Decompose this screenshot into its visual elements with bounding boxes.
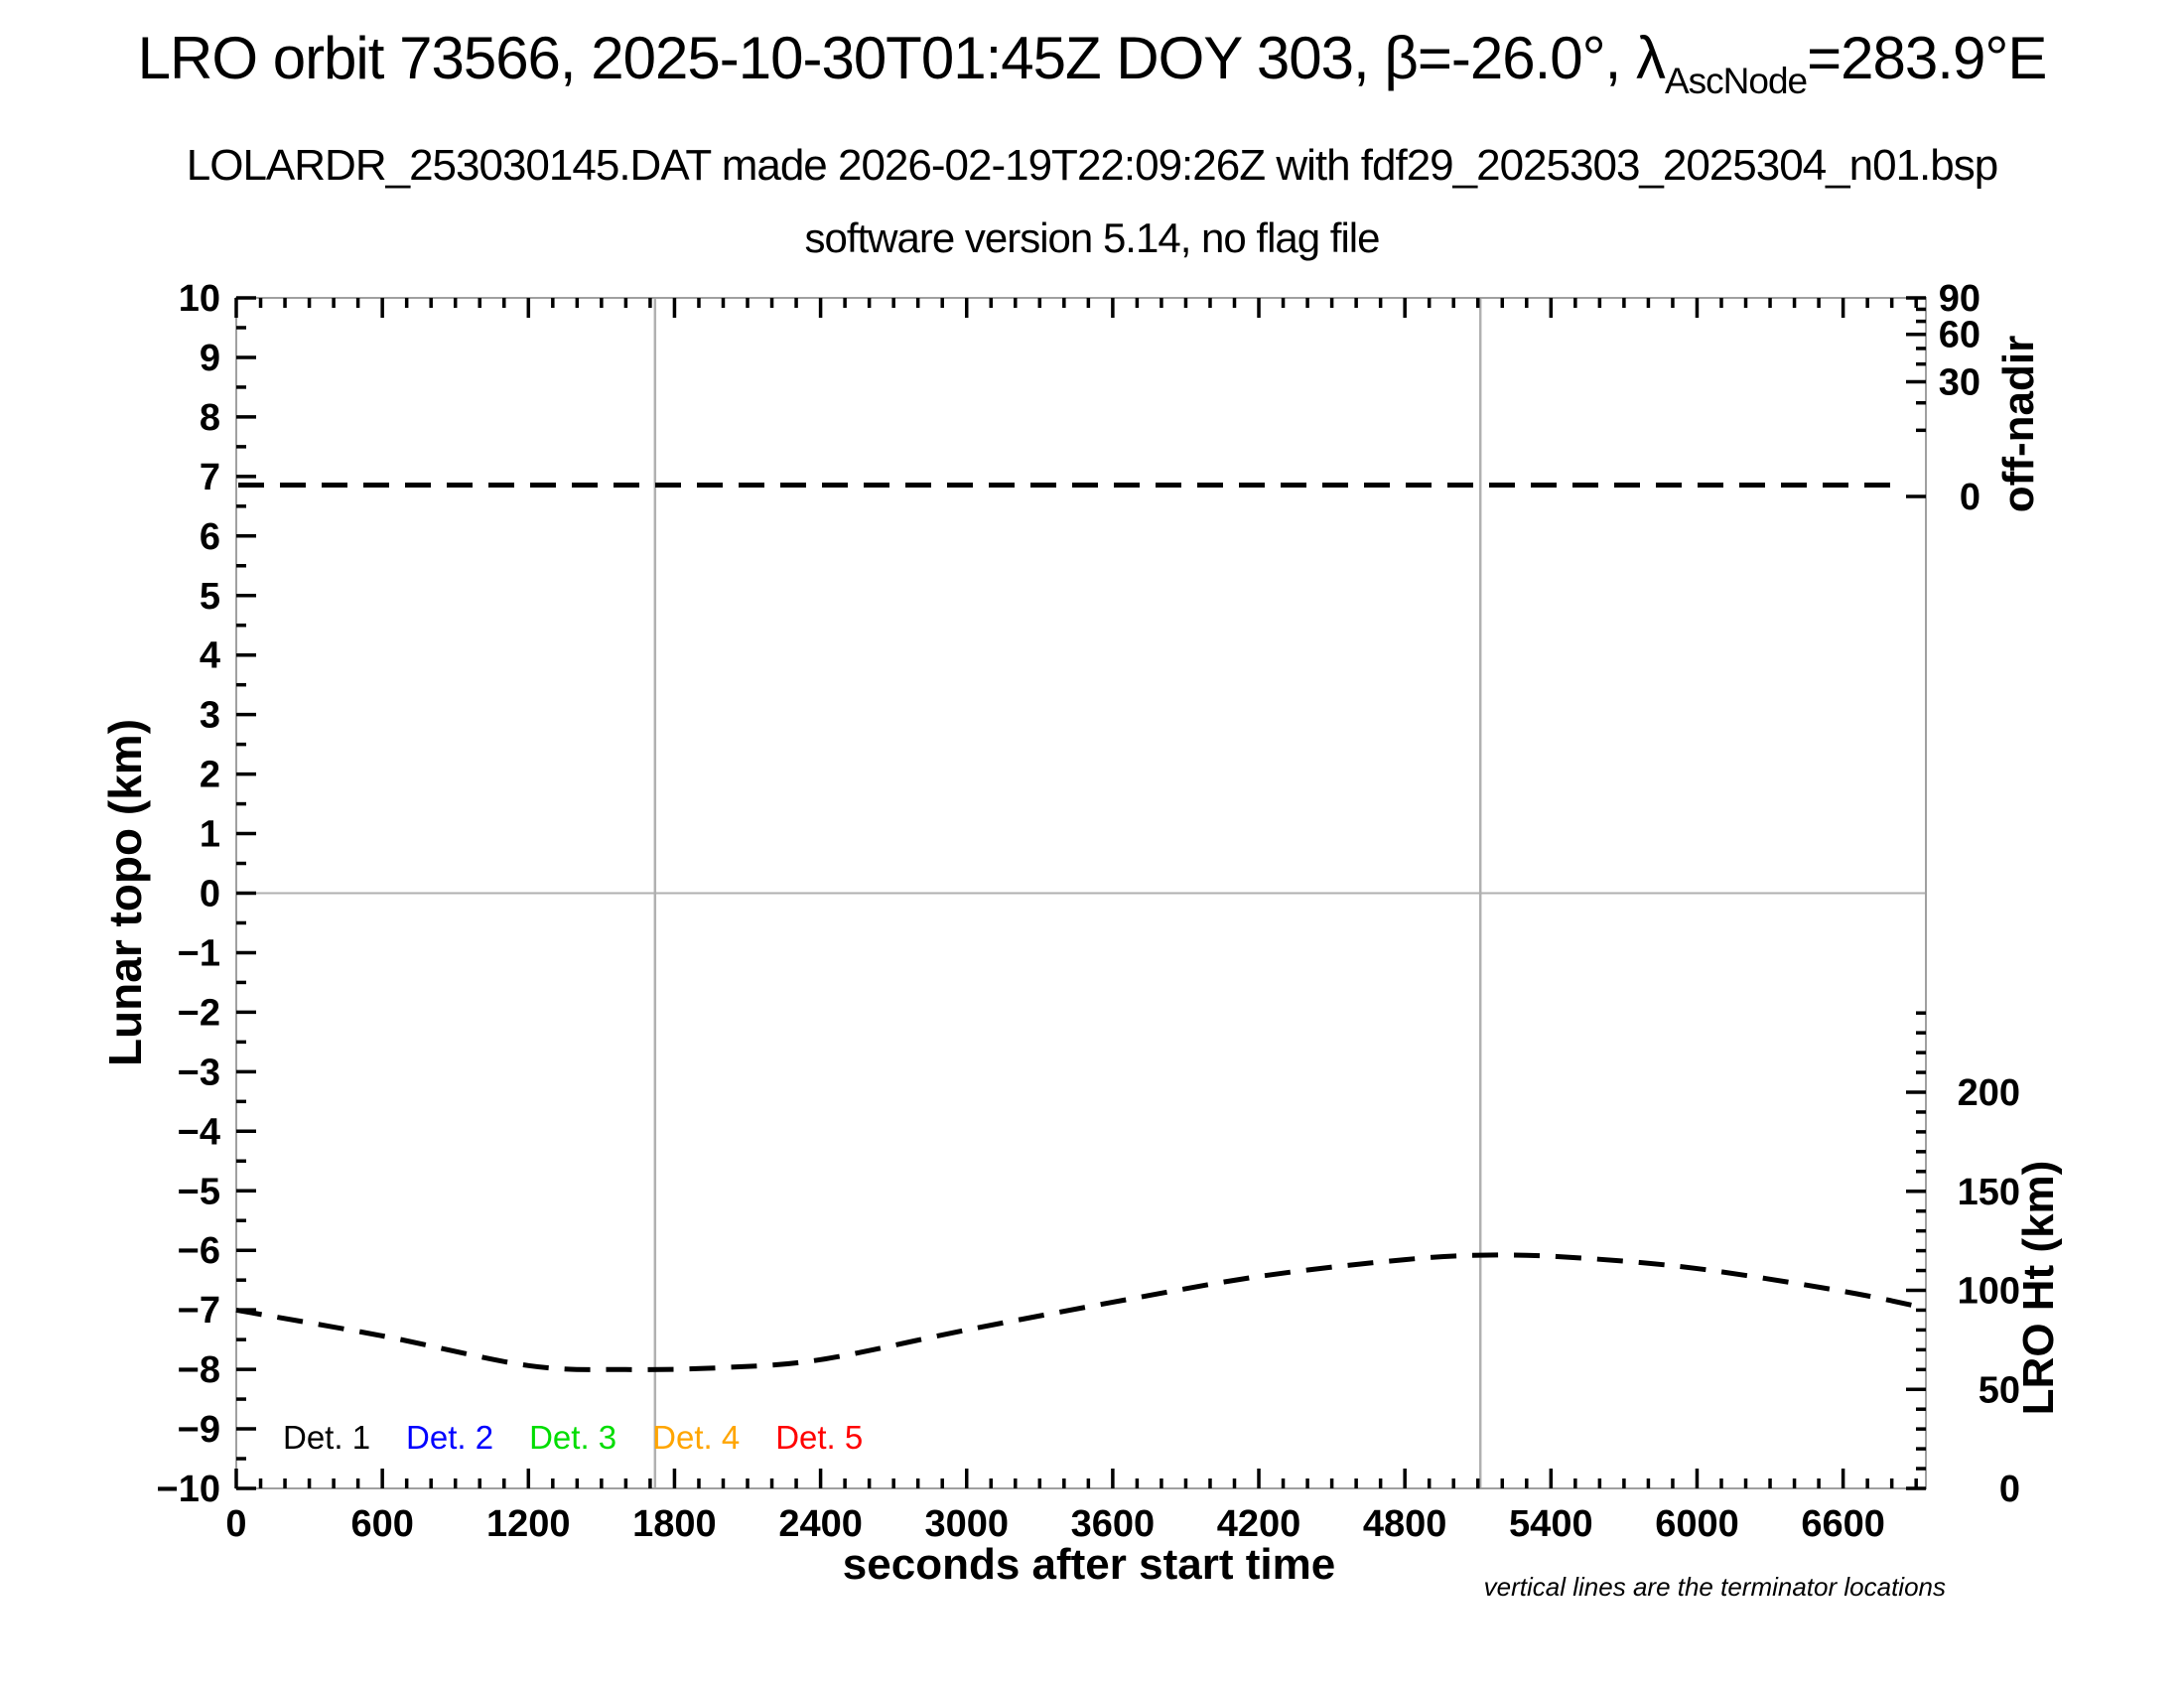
- height-labels: 200 150 100 50 0: [1958, 1072, 2020, 1510]
- x-axis-ticks-bottom: [234, 1469, 1918, 1488]
- lro-height-series: [235, 1252, 1927, 1372]
- svg-text:50: 50: [1979, 1369, 2020, 1411]
- svg-text:−7: −7: [178, 1290, 220, 1332]
- svg-text:−1: −1: [178, 932, 220, 974]
- svg-text:150: 150: [1958, 1172, 2020, 1213]
- svg-text:3: 3: [200, 695, 220, 737]
- svg-text:−4: −4: [178, 1111, 220, 1153]
- x-axis-title: seconds after start time: [842, 1540, 1336, 1589]
- legend-item-det-5: Det. 5: [775, 1419, 864, 1456]
- y-axis-ticks-right-height: [1906, 1011, 1926, 1490]
- svg-text:4800: 4800: [1363, 1503, 1447, 1545]
- svg-text:5: 5: [200, 576, 220, 618]
- svg-text:−6: −6: [178, 1230, 220, 1272]
- svg-text:−9: −9: [178, 1409, 220, 1451]
- svg-text:100: 100: [1958, 1271, 2020, 1313]
- svg-text:5400: 5400: [1509, 1503, 1593, 1545]
- terminator-note: vertical lines are the terminator locati…: [1483, 1572, 1946, 1602]
- y-axis-ticks-right-offnadir: [1906, 296, 1926, 498]
- svg-text:60: 60: [1939, 315, 1980, 356]
- svg-text:0: 0: [1960, 477, 1980, 518]
- svg-text:0: 0: [225, 1503, 246, 1545]
- svg-text:90: 90: [1939, 278, 1980, 320]
- legend: Det. 1 Det. 2 Det. 3 Det. 4 Det. 5: [283, 1419, 898, 1457]
- grid-lines: [236, 298, 1926, 1488]
- subtitle-file-line: LOLARDR_253030145.DAT made 2026-02-19T22…: [186, 141, 1998, 190]
- svg-text:200: 200: [1958, 1072, 2020, 1114]
- left-axis-title: Lunar topo (km): [99, 718, 151, 1067]
- svg-text:−2: −2: [178, 992, 220, 1034]
- svg-text:10: 10: [179, 278, 220, 320]
- legend-item-det-4: Det. 4: [652, 1419, 741, 1456]
- svg-text:6: 6: [200, 516, 220, 558]
- svg-text:7: 7: [200, 457, 220, 498]
- page-title: LRO orbit 73566, 2025-10-30T01:45Z DOY 3…: [0, 24, 2184, 102]
- svg-text:1200: 1200: [486, 1503, 571, 1545]
- legend-item-det-1: Det. 1: [283, 1419, 371, 1456]
- svg-text:9: 9: [200, 338, 220, 379]
- svg-text:−3: −3: [178, 1052, 220, 1093]
- subtitle-version-line: software version 5.14, no flag file: [804, 214, 1380, 261]
- svg-text:1800: 1800: [632, 1503, 717, 1545]
- svg-text:0: 0: [200, 874, 220, 915]
- svg-text:−10: −10: [157, 1469, 220, 1510]
- svg-text:4200: 4200: [1217, 1503, 1301, 1545]
- x-axis-ticks-top: [234, 298, 1918, 318]
- svg-text:3600: 3600: [1071, 1503, 1156, 1545]
- svg-text:2400: 2400: [778, 1503, 863, 1545]
- svg-text:8: 8: [200, 397, 220, 439]
- right-axis-title-lro-height: LRO Ht (km): [2014, 1160, 2063, 1416]
- svg-text:6600: 6600: [1801, 1503, 1885, 1545]
- y-axis-ticks-left: [236, 296, 256, 1490]
- svg-text:−5: −5: [178, 1171, 220, 1212]
- svg-text:600: 600: [350, 1503, 413, 1545]
- title-subscript: AscNode: [1665, 61, 1808, 101]
- svg-text:1: 1: [200, 814, 220, 856]
- title-main: LRO orbit 73566, 2025-10-30T01:45Z DOY 3…: [137, 25, 1666, 91]
- svg-text:−8: −8: [178, 1349, 220, 1391]
- svg-text:4: 4: [200, 635, 220, 677]
- x-axis-labels: 0 600 1200 1800 2400 3000 3600 4200 4800 5400 6000…: [225, 1503, 1884, 1545]
- svg-text:3000: 3000: [924, 1503, 1009, 1545]
- legend-item-det-2: Det. 2: [406, 1419, 494, 1456]
- right-axis-title-offnadir: off-nadir: [1994, 335, 2043, 513]
- svg-text:6000: 6000: [1655, 1503, 1739, 1545]
- svg-text:30: 30: [1939, 362, 1980, 404]
- title-tail: =283.9°E: [1807, 25, 2047, 91]
- svg-text:0: 0: [1999, 1469, 2020, 1510]
- legend-item-det-3: Det. 3: [529, 1419, 617, 1456]
- svg-text:2: 2: [200, 755, 220, 796]
